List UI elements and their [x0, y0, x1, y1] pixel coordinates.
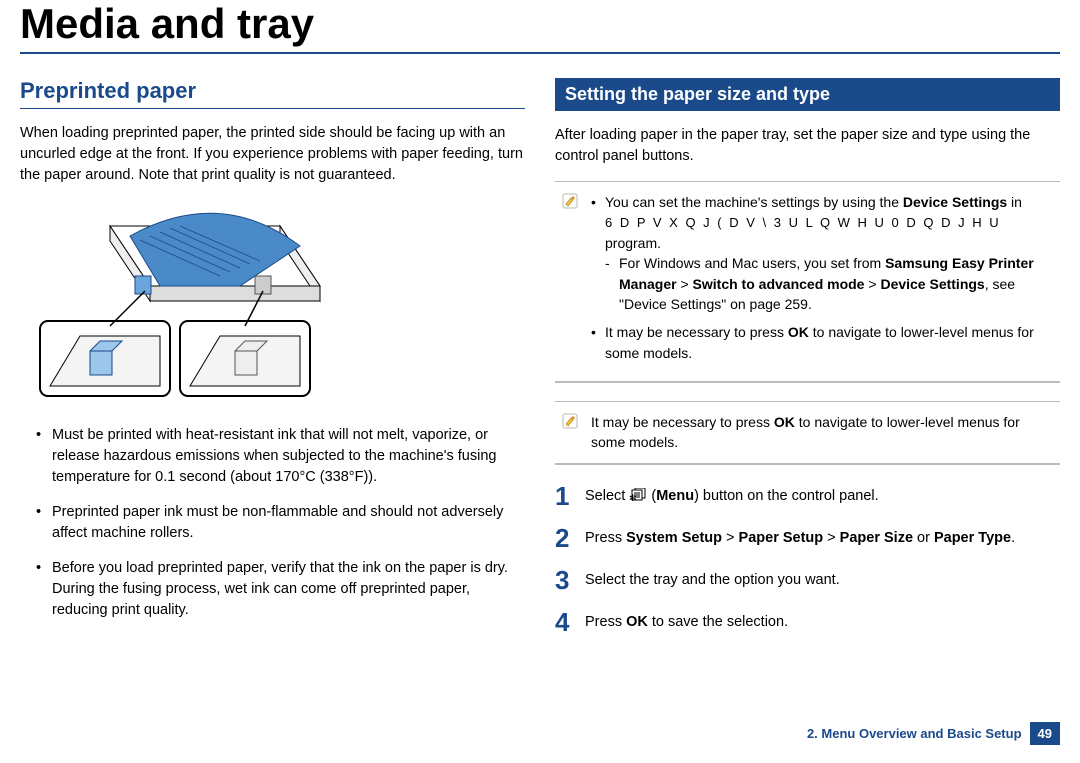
bold-text: OK	[774, 414, 795, 430]
section-band: Setting the paper size and type	[555, 78, 1060, 111]
garbled-text: 6 D P V X Q J ( D V \ 3 U L Q W H U 0 D …	[605, 215, 1001, 230]
step-number: 2	[555, 525, 585, 551]
text: >	[823, 530, 840, 546]
step-number: 3	[555, 567, 585, 593]
text: >	[677, 276, 693, 292]
bold-text: System Setup	[626, 530, 722, 546]
bullet-item: Preprinted paper ink must be non-flammab…	[38, 502, 525, 544]
left-heading: Preprinted paper	[20, 78, 525, 104]
bold-text: Paper Type	[934, 530, 1011, 546]
bold-text: OK	[788, 324, 809, 340]
note-subline: For Windows and Mac users, you set from …	[605, 253, 1054, 314]
left-column: Preprinted paper When loading preprinted…	[20, 78, 525, 651]
step-text: Select ✻ (Menu) button on the control pa…	[585, 483, 879, 507]
text: Select the tray and the option you want.	[585, 572, 840, 588]
bold-text: Paper Setup	[739, 530, 824, 546]
text: ) button on the control panel.	[694, 488, 879, 504]
bold-text: Device Settings	[903, 194, 1007, 210]
note-2-content: It may be necessary to press OK to navig…	[591, 412, 1054, 453]
note-box-1: You can set the machine's settings by us…	[555, 181, 1060, 383]
text: Press	[585, 530, 626, 546]
text: .	[1011, 530, 1015, 546]
bold-text: Menu	[656, 488, 694, 504]
text: in	[1007, 194, 1022, 210]
step-1: 1 Select ✻ (Menu) button on the control …	[555, 483, 1060, 509]
left-bullets: Must be printed with heat-resistant ink …	[20, 425, 525, 621]
note-line: It may be necessary to press OK to navig…	[591, 322, 1054, 363]
note-box-2: It may be necessary to press OK to navig…	[555, 401, 1060, 465]
title-bar: Media and tray	[20, 0, 1060, 54]
left-intro: When loading preprinted paper, the print…	[20, 123, 525, 186]
bold-text: OK	[626, 614, 648, 630]
text: It may be necessary to press	[591, 414, 774, 430]
text: to save the selection.	[648, 614, 788, 630]
footer: 2. Menu Overview and Basic Setup 49	[807, 722, 1060, 745]
step-number: 4	[555, 609, 585, 635]
page: Media and tray Preprinted paper When loa…	[0, 0, 1080, 763]
right-column: Setting the paper size and type After lo…	[555, 78, 1060, 651]
step-4: 4 Press OK to save the selection.	[555, 609, 1060, 635]
text: Select	[585, 488, 629, 504]
step-2: 2 Press System Setup > Paper Setup > Pap…	[555, 525, 1060, 551]
steps: 1 Select ✻ (Menu) button on the control …	[555, 483, 1060, 635]
page-title: Media and tray	[20, 0, 1060, 48]
columns: Preprinted paper When loading preprinted…	[20, 78, 1060, 651]
tray-illustration	[20, 206, 330, 406]
step-text: Select the tray and the option you want.	[585, 567, 840, 591]
note-line: You can set the machine's settings by us…	[591, 192, 1054, 314]
text: (	[647, 488, 656, 504]
title-rule	[20, 52, 1060, 54]
text: program.	[605, 235, 661, 251]
bullet-item: Must be printed with heat-resistant ink …	[38, 425, 525, 488]
step-text: Press OK to save the selection.	[585, 609, 788, 633]
text: >	[864, 276, 880, 292]
footer-page-number: 49	[1030, 722, 1060, 745]
text: Press	[585, 614, 626, 630]
footer-text: 2. Menu Overview and Basic Setup	[807, 726, 1022, 741]
text: You can set the machine's settings by us…	[605, 194, 903, 210]
bullet-item: Before you load preprinted paper, verify…	[38, 558, 525, 621]
bold-text: Device Settings	[880, 276, 984, 292]
note-1-content: You can set the machine's settings by us…	[591, 192, 1054, 363]
note-icon	[561, 412, 579, 430]
bold-text: Samsung Easy Printer	[885, 255, 1034, 271]
right-intro: After loading paper in the paper tray, s…	[555, 125, 1060, 167]
text: It may be necessary to press	[605, 324, 788, 340]
left-heading-rule	[20, 108, 525, 109]
text: >	[722, 530, 739, 546]
step-number: 1	[555, 483, 585, 509]
bold-text: Switch to advanced mode	[693, 276, 865, 292]
menu-icon: ✻	[629, 488, 647, 502]
bold-text: Manager	[619, 276, 677, 292]
text: For Windows and Mac users, you set from	[619, 255, 885, 271]
step-text: Press System Setup > Paper Setup > Paper…	[585, 525, 1015, 549]
bold-text: Paper Size	[840, 530, 913, 546]
text: or	[913, 530, 934, 546]
note-icon	[561, 192, 579, 210]
step-3: 3 Select the tray and the option you wan…	[555, 567, 1060, 593]
